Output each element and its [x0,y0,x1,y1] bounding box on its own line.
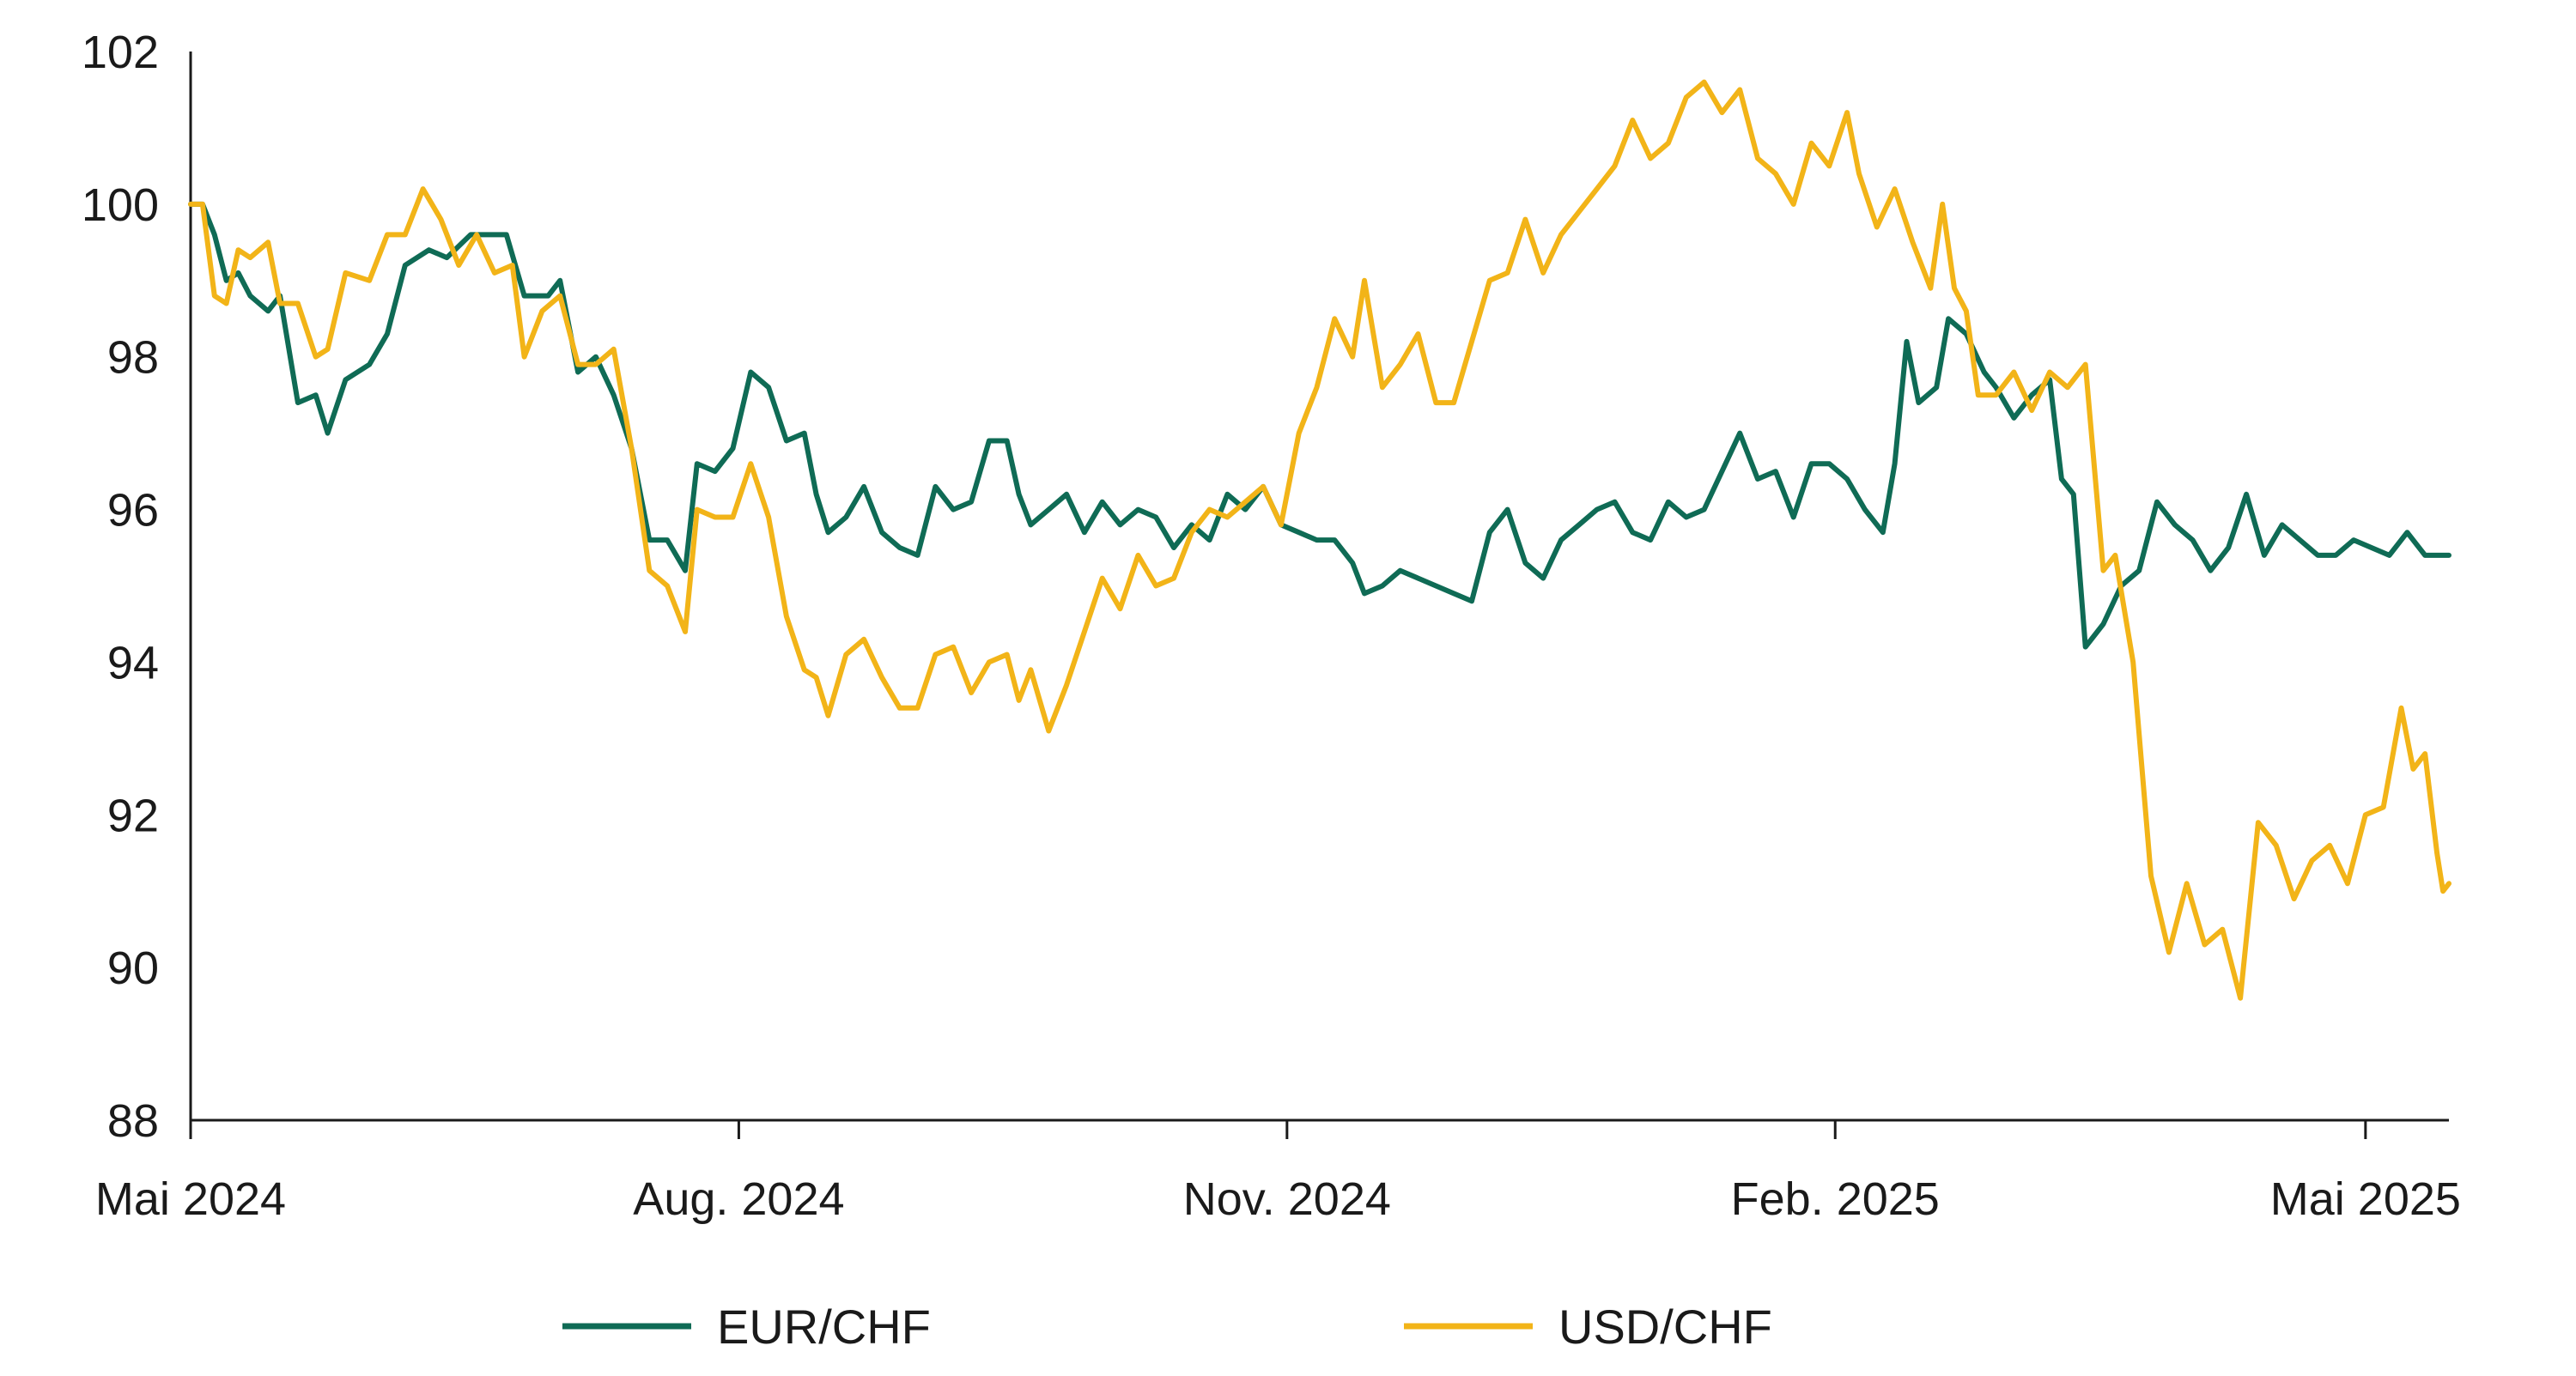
series-line-usd-chf [188,79,2451,1001]
legend-label: USD/CHF [1558,1300,1772,1354]
legend: EUR/CHF USD/CHF [562,1300,1772,1354]
x-tick-label: Aug. 2024 [633,1173,844,1225]
y-tick-label: 100 [82,179,159,231]
chart-axes [189,52,2449,1122]
legend-label: EUR/CHF [717,1300,931,1354]
x-tick-label: Feb. 2025 [1731,1173,1940,1225]
x-tick-labels: Mai 2024 Aug. 2024 Nov. 2024 Feb. 2025 Mai 2… [95,1120,2461,1225]
y-tick-label: 96 [107,485,159,536]
x-tick-label: Mai 2024 [95,1173,286,1225]
y-tick-label: 102 [82,27,159,78]
y-tick-label: 94 [107,637,159,688]
x-tick-label: Nov. 2024 [1183,1173,1391,1225]
x-tick-label: Mai 2025 [2270,1173,2461,1225]
y-tick-label: 90 [107,943,159,994]
y-tick-label: 88 [107,1095,159,1147]
y-tick-label: 98 [107,332,159,384]
series-line-eur-chf [188,201,2451,650]
y-tick-label: 92 [107,790,159,841]
y-tick-labels: 88 90 92 94 96 98 100 102 [82,27,159,1147]
series-lines [188,79,2451,1001]
